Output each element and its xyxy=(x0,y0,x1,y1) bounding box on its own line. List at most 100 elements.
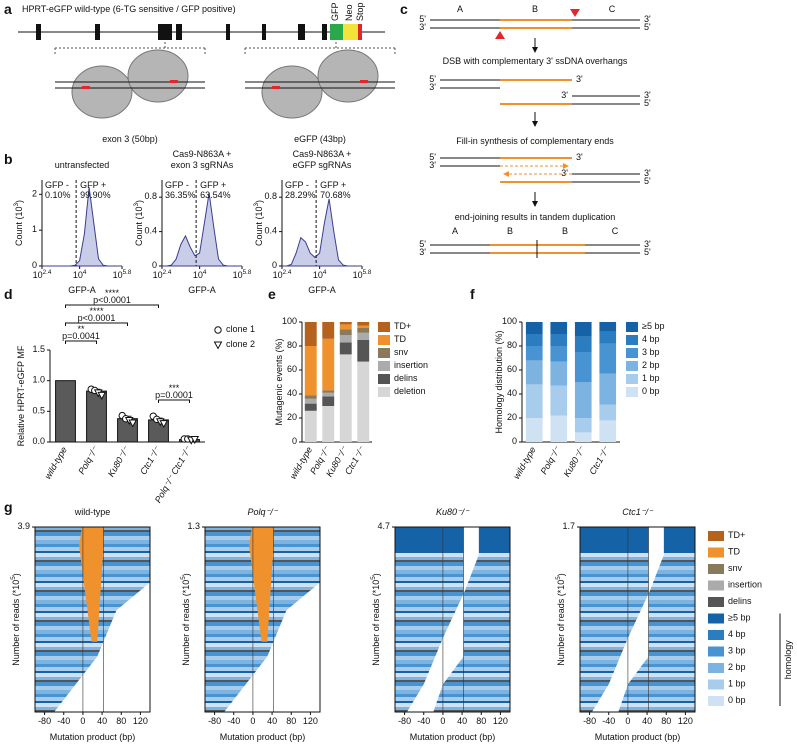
legend-swatch xyxy=(378,374,390,384)
legend-swatch xyxy=(626,335,638,345)
y-tick-label: 1.3 xyxy=(187,521,200,531)
y-axis-label: Homology distribution (%) xyxy=(494,330,504,433)
legend-swatch xyxy=(626,348,638,358)
panel-subtitle: untransfected xyxy=(55,160,110,170)
legend-swatch xyxy=(708,547,724,558)
strand-end: 3' xyxy=(576,152,583,162)
significance-bracket xyxy=(65,322,128,326)
exon xyxy=(322,24,327,40)
y-axis-label: Count (103) xyxy=(253,200,264,246)
bar-segment xyxy=(550,346,568,362)
legend-label: deletion xyxy=(394,386,426,396)
bar-segment xyxy=(550,361,568,386)
x-tick-label: 120 xyxy=(678,716,693,726)
significance-stars: *** xyxy=(169,383,180,393)
strand-end: 5' xyxy=(429,152,436,162)
y-tick-label: 60 xyxy=(287,364,297,374)
panel-label: g xyxy=(4,499,13,515)
top-block xyxy=(395,527,510,552)
significance-bracket xyxy=(65,340,97,344)
legend-label: 2 bp xyxy=(642,360,660,370)
gate-value: 0.10% xyxy=(45,190,71,200)
bar-segment xyxy=(357,328,370,333)
panel-label: c xyxy=(400,1,408,17)
deletion-region xyxy=(224,582,320,712)
strand-end: 3' xyxy=(419,22,426,32)
legend-label: 3 bp xyxy=(642,347,660,357)
td-region xyxy=(249,527,274,642)
legend-label: TD+ xyxy=(394,321,411,331)
data-point xyxy=(190,436,200,445)
bar-segment xyxy=(599,331,617,344)
cassette-label: Stop xyxy=(355,2,365,21)
legend-swatch xyxy=(626,361,638,371)
p-value: p<0.0001 xyxy=(93,295,131,305)
x-axis-label: Mutation product (bp) xyxy=(220,732,306,742)
gate-label: GFP - xyxy=(165,180,189,190)
p-value: p=0.0001 xyxy=(155,390,193,400)
significance-stars: **** xyxy=(89,306,104,316)
exon xyxy=(298,24,305,40)
x-tick-label: wild-type xyxy=(288,445,314,481)
legend-swatch xyxy=(708,564,724,574)
legend-swatch xyxy=(708,531,724,541)
y-axis-label: Number of reads (*105) xyxy=(370,573,381,666)
target-label: exon 3 (50bp) xyxy=(102,134,158,144)
bar-segment xyxy=(525,346,543,361)
bar-segment xyxy=(322,322,335,339)
x-tick-label: -80 xyxy=(398,716,411,726)
y-tick-label: 80 xyxy=(507,340,517,350)
nick xyxy=(272,86,280,89)
strand-end: 3' xyxy=(561,90,568,100)
legend-swatch xyxy=(708,597,724,607)
bar-segment xyxy=(304,395,317,399)
td-region xyxy=(79,527,104,642)
bar-segment xyxy=(599,404,617,421)
legend-label: delins xyxy=(728,596,752,606)
bar-segment xyxy=(574,382,592,418)
x-tick-label: 40 xyxy=(642,716,652,726)
legend-swatch xyxy=(708,580,724,591)
construct-title: HPRT-eGFP wild-type (6-TG sensitive / GF… xyxy=(22,4,236,14)
x-tick-label: -40 xyxy=(602,716,615,726)
y-tick-label: 4.7 xyxy=(377,521,390,531)
p-value: p=0.0041 xyxy=(62,331,100,341)
bar-segment xyxy=(574,336,592,352)
x-tick-label: 40 xyxy=(457,716,467,726)
legend-label: clone 2 xyxy=(226,339,255,349)
gate-label: GFP - xyxy=(285,180,309,190)
cassette xyxy=(358,24,362,40)
x-axis-label: Mutation product (bp) xyxy=(50,732,136,742)
strand-end: 3' xyxy=(429,160,436,170)
legend-swatch xyxy=(708,630,724,640)
bar xyxy=(86,390,107,443)
strand-end: 3' xyxy=(644,90,651,100)
step-label: end-joining results in tandem duplicatio… xyxy=(455,212,616,222)
panel-subtitle: Cas9-N863A + xyxy=(293,149,352,159)
y-tick-label: 1 xyxy=(32,225,37,235)
bar-segment xyxy=(357,332,370,340)
legend-label: ≥5 bp xyxy=(728,613,750,623)
y-tick-label: 1.0 xyxy=(32,375,45,385)
x-tick-label: -80 xyxy=(583,716,596,726)
data-point xyxy=(128,419,138,428)
x-tick-label: Ctc1⁻/⁻ xyxy=(138,444,163,477)
cassette-label: GFP xyxy=(330,2,340,21)
legend-swatch xyxy=(626,322,638,332)
cut-site xyxy=(570,9,580,17)
bar-segment xyxy=(304,410,317,442)
y-tick-label: 0 xyxy=(152,260,157,270)
y-tick-label: 3.9 xyxy=(17,521,30,531)
bar-segment xyxy=(322,392,335,397)
y-tick-label: 20 xyxy=(287,412,297,422)
x-tick-label: wild-type xyxy=(512,445,538,481)
segment-label: C xyxy=(609,4,616,14)
bar-segment xyxy=(525,360,543,385)
legend-swatch xyxy=(708,696,724,706)
bar-segment xyxy=(574,322,592,337)
exon xyxy=(176,24,182,40)
deletion-region xyxy=(54,582,150,712)
bar-segment xyxy=(550,385,568,416)
bar-segment xyxy=(322,390,335,393)
